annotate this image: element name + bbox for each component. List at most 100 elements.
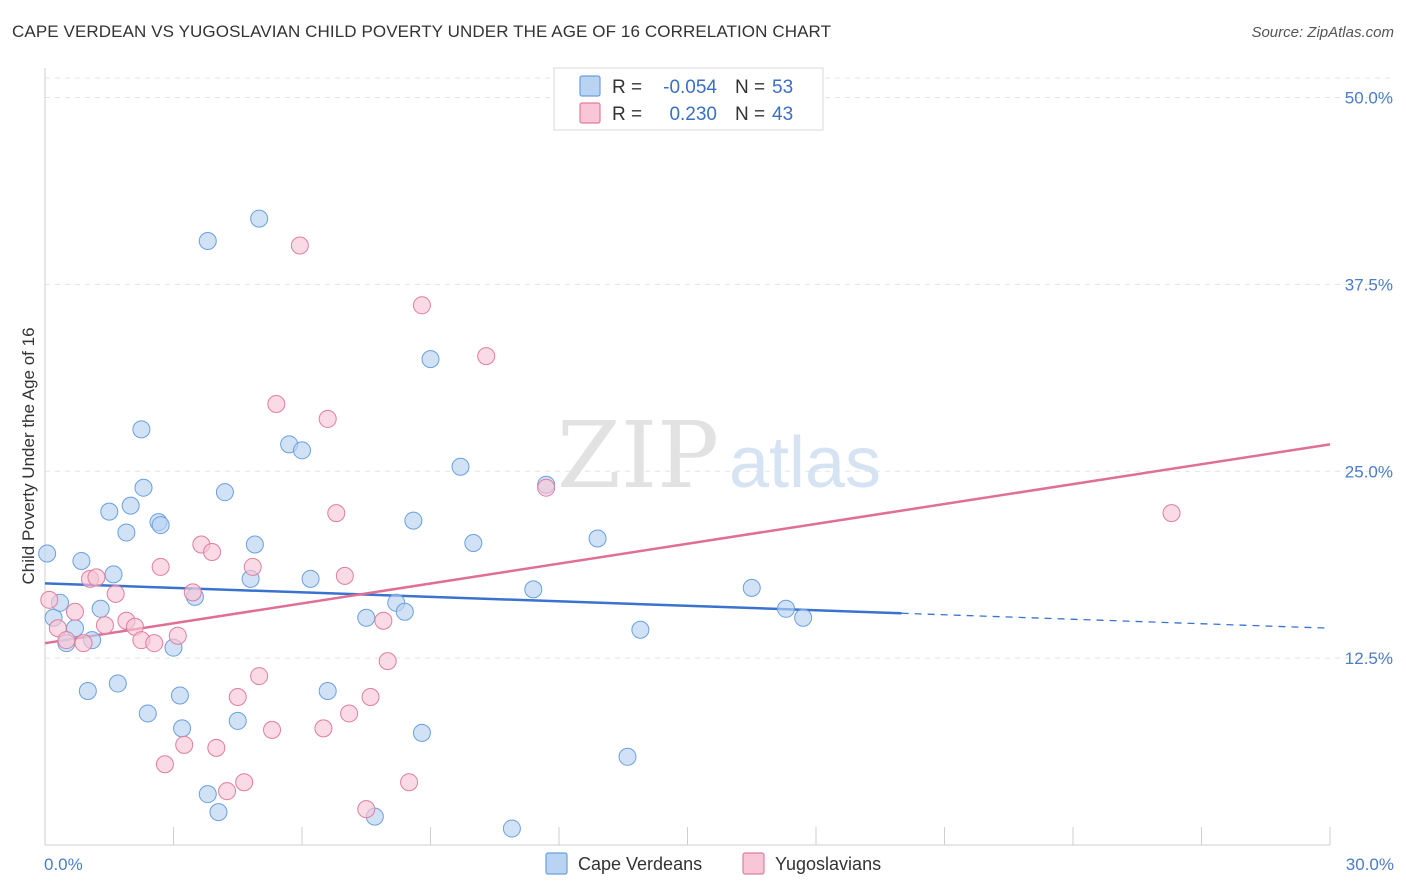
data-point: [175, 735, 194, 754]
legend-r-value-1: -0.054: [663, 77, 717, 98]
data-point: [477, 347, 496, 366]
data-point: [207, 738, 226, 757]
data-point: [395, 602, 414, 621]
data-point: [451, 457, 470, 476]
trend-line-cape-verdeans: [44, 582, 902, 615]
data-point: [243, 557, 262, 576]
data-point: [78, 682, 97, 701]
data-point: [183, 583, 202, 602]
data-point: [121, 496, 140, 515]
y-axis-label: Child Poverty Under the Age of 16: [19, 327, 38, 584]
data-point: [777, 599, 796, 618]
data-point: [235, 773, 254, 792]
data-point: [117, 523, 136, 542]
data-point: [65, 602, 84, 621]
data-point: [151, 516, 170, 535]
bottom-legend-label-yugoslavians: Yugoslavians: [775, 854, 881, 874]
data-point: [198, 785, 217, 804]
data-point: [170, 686, 189, 705]
data-point: [95, 616, 114, 635]
y-tick-label: 37.5%: [1345, 275, 1393, 294]
data-point: [631, 620, 650, 639]
legend-n-value-2: 43: [772, 104, 793, 125]
data-point: [412, 723, 431, 742]
data-point: [318, 409, 337, 428]
data-point: [72, 551, 91, 570]
legend-n-label-1: N =: [735, 77, 765, 98]
legend-n-value-1: 53: [772, 77, 793, 98]
data-point: [374, 611, 393, 630]
data-point: [209, 803, 228, 822]
legend-r-label-1: R =: [612, 77, 642, 98]
watermark-zip: ZIP: [557, 402, 719, 509]
data-point: [263, 720, 282, 739]
data-point: [357, 800, 376, 819]
data-point: [588, 529, 607, 548]
x-tick-label: 30.0%: [1346, 855, 1394, 874]
bottom-legend-swatch-cape-verdeans: [545, 852, 568, 875]
data-point: [145, 634, 164, 653]
data-point: [290, 236, 309, 255]
data-point: [327, 504, 346, 523]
data-point: [198, 232, 217, 251]
data-point: [74, 634, 93, 653]
data-point: [361, 687, 380, 706]
data-point: [742, 578, 761, 597]
data-point: [524, 580, 543, 599]
data-point: [134, 478, 153, 497]
trend-line-cape-verdeans-extension: [901, 612, 1331, 629]
legend-n-label-2: N =: [735, 104, 765, 125]
data-point: [155, 755, 174, 774]
data-point: [203, 542, 222, 561]
data-point: [38, 544, 57, 563]
data-point: [293, 441, 311, 460]
data-point: [104, 565, 123, 584]
y-tick-label: 12.5%: [1345, 649, 1393, 668]
data-point: [618, 747, 637, 766]
data-point: [91, 599, 110, 618]
data-point: [138, 704, 157, 723]
data-point: [340, 704, 359, 723]
stats-legend: R = -0.054 N = 53 R = 0.230 N = 43: [553, 67, 824, 131]
data-point: [218, 782, 237, 801]
data-point: [335, 566, 354, 585]
legend-swatch-cape-verdeans: [579, 75, 601, 97]
data-point: [1162, 504, 1181, 523]
y-tick-label: 50.0%: [1345, 89, 1393, 108]
data-point: [250, 209, 269, 228]
data-point: [357, 608, 376, 627]
data-point: [57, 631, 76, 650]
data-point: [421, 350, 440, 369]
y-tick-label: 25.0%: [1345, 462, 1393, 481]
legend-r-value-2: 0.230: [669, 104, 717, 125]
legend-r-label-2: R =: [612, 104, 642, 125]
data-point: [108, 674, 127, 693]
data-point: [537, 478, 556, 497]
data-point: [412, 296, 431, 315]
data-point: [228, 711, 247, 730]
data-point: [87, 568, 106, 587]
data-point: [314, 719, 333, 738]
data-point: [245, 535, 264, 554]
source-credit: Source: ZipAtlas.com: [1251, 24, 1394, 41]
data-point: [151, 557, 170, 576]
data-point: [267, 394, 286, 413]
x-tick-labels: 0.0% 30.0%: [44, 855, 1394, 874]
bottom-legend: Cape Verdeans Yugoslavians: [545, 852, 881, 875]
data-point: [40, 590, 59, 609]
data-point: [100, 502, 119, 521]
chart-title: CAPE VERDEAN VS YUGOSLAVIAN CHILD POVERT…: [12, 22, 832, 41]
legend-swatch-yugoslavians: [579, 102, 601, 124]
data-points: [38, 209, 1181, 838]
data-point: [228, 687, 247, 706]
y-tick-labels: 12.5% 25.0% 37.5% 50.0%: [1345, 89, 1393, 669]
data-point: [106, 584, 125, 603]
data-point: [250, 667, 269, 686]
data-point: [318, 682, 337, 701]
axes: [44, 68, 1331, 846]
data-point: [301, 569, 320, 588]
watermark-atlas: atlas: [729, 423, 881, 503]
data-point: [404, 511, 423, 530]
data-point: [168, 626, 187, 645]
